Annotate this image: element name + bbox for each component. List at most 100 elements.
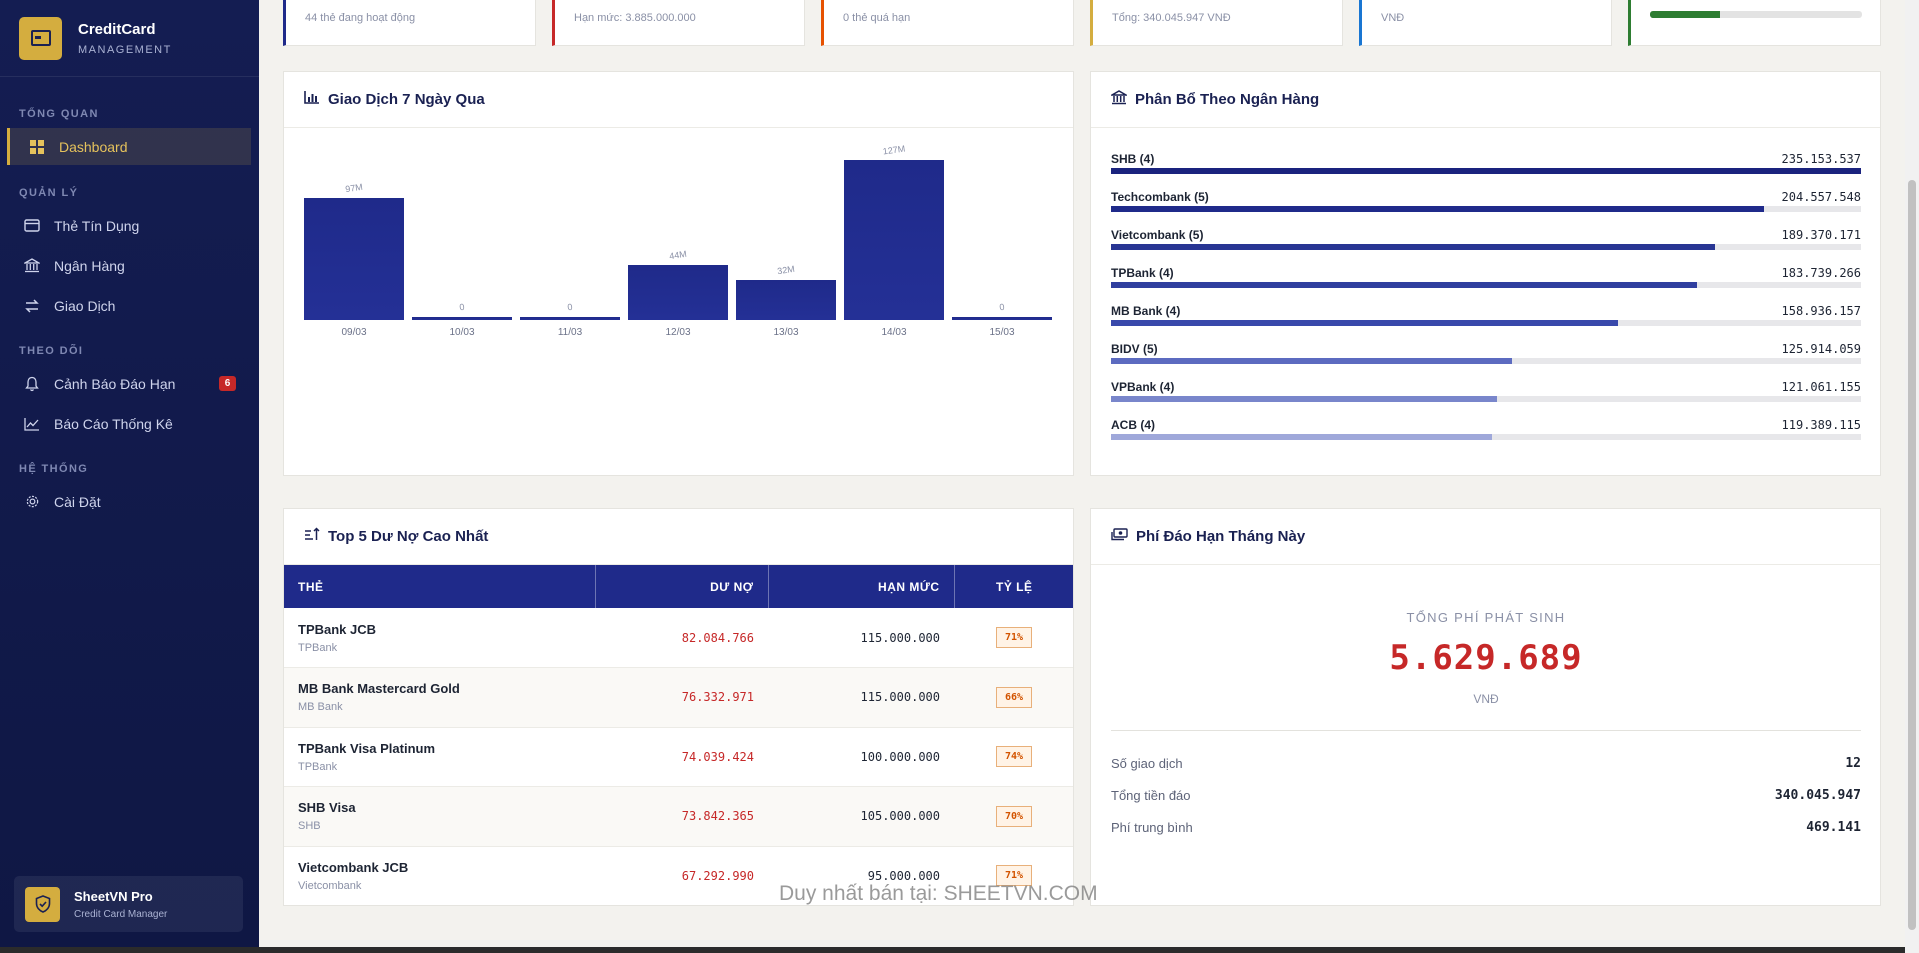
scrollbar-thumb[interactable] (1908, 180, 1916, 930)
bank-progress-fill (1111, 396, 1498, 402)
chart-icon (22, 416, 42, 432)
kpi-subtext: 0 thẻ quá hạn (843, 12, 911, 24)
bank-row[interactable]: Vietcombank (5) 189.370.171 (1111, 228, 1861, 258)
bank-progress-track (1111, 320, 1861, 326)
bottom-bar (0, 947, 1905, 953)
card-name: Vietcombank JCB (298, 859, 409, 875)
chart-bar[interactable] (304, 197, 404, 320)
top-debt-table: THẺ DƯ NỢ HẠN MỨC TỶ LỆ TPBank JCB TPBank… (284, 565, 1073, 905)
bank-value: 119.389.115 (1781, 418, 1861, 432)
limit-cell: 105.000.000 (860, 809, 940, 824)
column-header-ratio[interactable]: TỶ LỆ (995, 579, 1033, 594)
sidebar-item-credit-cards[interactable]: Thẻ Tín Dụng (7, 207, 251, 244)
sort-icon (304, 527, 320, 546)
bank-value: 158.936.157 (1781, 304, 1861, 318)
kpi-card-fees[interactable]: VNĐ (1359, 0, 1612, 46)
table-header-row: THẺ DƯ NỢ HẠN MỨC TỶ LỆ (284, 565, 1073, 608)
sidebar-item-transactions[interactable]: Giao Dịch (7, 287, 251, 324)
brand-subtitle: MANAGEMENT (78, 43, 172, 56)
grid-icon (27, 139, 47, 155)
kpi-card-overdue[interactable]: 0 thẻ quá hạn (821, 0, 1074, 46)
sidebar-footer[interactable]: SheetVN Pro Credit Card Manager (14, 876, 243, 932)
sidebar-item-due-alerts[interactable]: Cảnh Báo Đáo Hạn 6 (7, 365, 251, 402)
limit-cell: 115.000.000 (860, 630, 940, 645)
bank-row[interactable]: Techcombank (5) 204.557.548 (1111, 190, 1861, 220)
column-header-debt[interactable]: DƯ NỢ (595, 565, 769, 608)
kpi-subtext: Hạn mức: 3.885.000.000 (574, 12, 696, 24)
gear-icon (22, 494, 42, 510)
top-debt-panel: Top 5 Dư Nợ Cao Nhất THẺ DƯ NỢ HẠN MỨC T… (283, 508, 1074, 906)
stat-label: Phí trung bình (1111, 820, 1193, 835)
sidebar-item-label: Giao Dịch (54, 297, 116, 314)
bank-row[interactable]: VPBank (4) 121.061.155 (1111, 380, 1861, 410)
chart-bar[interactable] (736, 279, 836, 320)
ratio-badge: 71% (995, 865, 1033, 887)
table-row[interactable]: TPBank Visa Platinum TPBank 74.039.424 100.… (284, 727, 1073, 787)
limit-cell: 100.000.000 (860, 749, 940, 764)
bank-progress-track (1111, 396, 1861, 402)
bar-chart-icon (304, 90, 320, 109)
bank-row[interactable]: TPBank (4) 183.739.266 (1111, 266, 1861, 296)
bank-name: VPBank (4) (1111, 380, 1175, 394)
bank-icon (22, 258, 42, 274)
ratio-cell: 66% (954, 668, 1073, 728)
card-name: TPBank JCB (298, 621, 377, 637)
chart-bar[interactable] (628, 264, 728, 320)
stat-label: Tổng tiền đáo (1111, 788, 1191, 803)
bank-row[interactable]: ACB (4) 119.389.115 (1111, 418, 1861, 448)
table-row[interactable]: MB Bank Mastercard Gold MB Bank 76.332.971… (284, 667, 1073, 728)
bank-name: MB Bank (4) (1111, 304, 1181, 318)
stat-row-average-fee: Phí trung bình 469.141 (1111, 820, 1861, 836)
total-fee-unit: VNĐ (1473, 692, 1499, 706)
bank-row[interactable]: BIDV (5) 125.914.059 (1111, 342, 1861, 372)
column-header-card[interactable]: THẺ (284, 565, 596, 608)
total-fee-label: TỔNG PHÍ PHÁT SINH (1406, 610, 1566, 625)
card-bank: TPBank (298, 760, 338, 773)
kpi-card-utilization[interactable] (1628, 0, 1881, 46)
card-cell: SHB Visa SHB (284, 787, 595, 847)
bank-progress-fill (1111, 244, 1715, 250)
kpi-card-active-cards[interactable]: 44 thẻ đang hoạt động (283, 0, 536, 46)
watermark: Duy nhất bán tại: SHEETVN.COM (779, 882, 1098, 905)
bell-icon (22, 376, 42, 392)
bank-progress-track (1111, 206, 1861, 212)
bank-row[interactable]: SHB (4) 235.153.537 (1111, 152, 1861, 182)
stat-value: 469.141 (1806, 820, 1861, 835)
sidebar-item-label: Dashboard (59, 138, 128, 155)
bar-value-label: 0 (998, 301, 1006, 313)
bank-value: 183.739.266 (1781, 266, 1861, 280)
sidebar-item-reports[interactable]: Báo Cáo Thống Kê (7, 405, 251, 442)
ratio-badge: 70% (995, 805, 1033, 827)
bank-progress-track (1111, 168, 1861, 174)
sidebar-item-dashboard[interactable]: Dashboard (7, 128, 251, 165)
chart-bar[interactable] (952, 317, 1052, 320)
ratio-cell: 71% (954, 846, 1073, 905)
table-row[interactable]: TPBank JCB TPBank 82.084.766 115.000.000 71% (284, 608, 1073, 668)
money-icon (1111, 527, 1128, 546)
chart-bar[interactable] (844, 160, 944, 320)
bank-row[interactable]: MB Bank (4) 158.936.157 (1111, 304, 1861, 334)
bar-value-label: 32M (776, 263, 796, 276)
sidebar-item-settings[interactable]: Cài Đặt (7, 483, 251, 520)
bar-value-label: 97M (344, 181, 364, 194)
section-label-monitor: THEO DÕI (19, 345, 84, 357)
x-tick-label: 10/03 (449, 327, 475, 338)
bank-name: TPBank (4) (1111, 266, 1174, 280)
kpi-card-credit-limit[interactable]: Hạn mức: 3.885.000.000 (552, 0, 805, 46)
table-row[interactable]: SHB Visa SHB 73.842.365 105.000.000 70% (284, 786, 1073, 847)
chart-bar[interactable] (412, 317, 512, 320)
sidebar-item-banks[interactable]: Ngân Hàng (7, 247, 251, 284)
maturity-fee-panel: Phí Đáo Hạn Tháng Này TỔNG PHÍ PHÁT SINH… (1090, 508, 1881, 906)
page-scrollbar[interactable] (1905, 0, 1919, 953)
table-row[interactable]: Vietcombank JCB Vietcombank 67.292.990 95.0… (284, 846, 1073, 905)
kpi-card-total-due[interactable]: Tổng: 340.045.947 VNĐ (1090, 0, 1343, 46)
column-header-limit[interactable]: HẠN MỨC (768, 565, 955, 608)
ratio-cell: 70% (954, 787, 1073, 847)
card-name: MB Bank Mastercard Gold (298, 681, 460, 697)
x-tick-label: 14/03 (881, 327, 907, 338)
bank-value: 204.557.548 (1781, 190, 1861, 204)
brand-title: CreditCard (78, 20, 156, 38)
ratio-badge: 71% (995, 627, 1033, 648)
chart-bar[interactable] (520, 317, 620, 320)
brand[interactable]: CreditCard MANAGEMENT (0, 0, 259, 77)
